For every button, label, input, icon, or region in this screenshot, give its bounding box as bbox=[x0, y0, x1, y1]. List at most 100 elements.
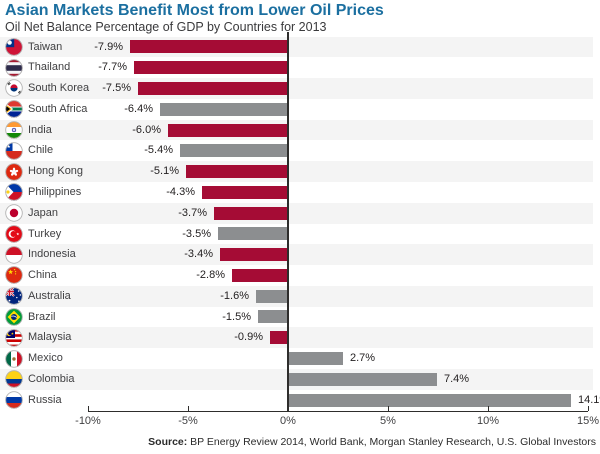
x-axis-tick-label: 0% bbox=[280, 414, 296, 427]
x-axis-tick bbox=[587, 405, 589, 411]
value-bar bbox=[289, 352, 343, 366]
value-bar bbox=[256, 289, 288, 303]
source-text: BP Energy Review 2014, World Bank, Morga… bbox=[187, 436, 596, 448]
taiwan-flag-icon bbox=[5, 38, 23, 61]
russia-flag-icon bbox=[5, 391, 23, 414]
country-row: Mexico 2.7% bbox=[0, 348, 593, 369]
country-label: Colombia bbox=[28, 372, 75, 385]
indonesia-flag-icon bbox=[5, 245, 23, 269]
country-label: Chile bbox=[28, 144, 54, 157]
country-row: Turkey -3.5% bbox=[0, 224, 593, 245]
value-label: -0.9% bbox=[234, 331, 263, 344]
value-label: 14.1% bbox=[578, 393, 600, 406]
chile-flag-icon bbox=[5, 142, 23, 165]
country-row: Hong Kong -5.1% bbox=[0, 161, 593, 182]
country-row: Malaysia -0.9% bbox=[0, 327, 593, 349]
value-bar bbox=[138, 81, 288, 95]
x-axis-tick-label: 5% bbox=[380, 414, 396, 427]
value-bar bbox=[160, 102, 288, 116]
country-row: Indonesia -3.4% bbox=[0, 244, 593, 266]
malaysia-flag-icon bbox=[5, 329, 23, 352]
value-label: -7.5% bbox=[102, 82, 131, 95]
source-label: Source: bbox=[148, 436, 188, 448]
value-label: -3.7% bbox=[178, 206, 207, 219]
value-label: -1.5% bbox=[222, 310, 251, 323]
south-korea-flag-icon bbox=[5, 79, 23, 102]
value-label: -3.4% bbox=[184, 248, 213, 261]
value-label: -2.8% bbox=[196, 269, 225, 282]
x-axis-line bbox=[88, 410, 588, 412]
country-row: South Africa -6.4% bbox=[0, 99, 593, 120]
value-label: -5.1% bbox=[150, 165, 179, 178]
country-label: Australia bbox=[28, 289, 71, 302]
country-row: Thailand -7.7% bbox=[0, 57, 593, 78]
x-axis-tick bbox=[87, 405, 89, 411]
country-label: Japan bbox=[28, 206, 58, 219]
country-label: Taiwan bbox=[28, 40, 63, 53]
value-label: -1.6% bbox=[220, 289, 249, 302]
value-bar bbox=[134, 61, 288, 75]
country-label: South Korea bbox=[28, 82, 90, 95]
value-label: -5.4% bbox=[144, 144, 173, 157]
mexico-flag-icon bbox=[5, 349, 23, 373]
value-label: -6.4% bbox=[124, 102, 153, 115]
value-label: -7.9% bbox=[94, 40, 123, 53]
value-bar bbox=[289, 372, 437, 386]
page-subtitle: Oil Net Balance Percentage of GDP by Cou… bbox=[5, 20, 327, 34]
colombia-flag-icon bbox=[5, 370, 23, 393]
x-axis-tick bbox=[287, 405, 289, 411]
value-bar bbox=[270, 331, 288, 345]
country-row: Australia -1.6% bbox=[0, 285, 593, 310]
hong-kong-flag-icon bbox=[5, 162, 23, 186]
brazil-flag-icon bbox=[5, 308, 23, 331]
country-row: Japan -3.7% bbox=[0, 202, 593, 227]
country-label: Russia bbox=[28, 393, 62, 406]
country-label: China bbox=[28, 269, 57, 282]
x-axis-tick-label: 15% bbox=[576, 414, 600, 427]
japan-flag-icon bbox=[5, 204, 23, 227]
value-bar bbox=[130, 40, 288, 54]
country-label: Hong Kong bbox=[28, 165, 84, 178]
country-row: China -2.8% bbox=[0, 265, 593, 286]
country-label: South Africa bbox=[28, 102, 88, 115]
value-bar bbox=[214, 206, 288, 220]
value-bar bbox=[289, 393, 571, 407]
country-row: Philippines -4.3% bbox=[0, 182, 593, 203]
value-label: 7.4% bbox=[444, 372, 470, 385]
x-axis-tick-label: -10% bbox=[75, 414, 101, 427]
zero-baseline bbox=[287, 32, 289, 411]
value-bar bbox=[186, 165, 288, 179]
value-label: -6.0% bbox=[132, 123, 161, 136]
country-row: Taiwan -7.9% bbox=[0, 36, 593, 61]
value-label: 2.7% bbox=[350, 352, 376, 365]
country-label: Mexico bbox=[28, 352, 63, 365]
country-row: Russia 14.1% bbox=[0, 390, 600, 414]
source-note: Source: BP Energy Review 2014, World Ban… bbox=[148, 436, 596, 448]
x-axis-tick-label: -5% bbox=[178, 414, 198, 427]
page-title: Asian Markets Benefit Most from Lower Oi… bbox=[5, 2, 384, 19]
value-bar bbox=[202, 185, 288, 199]
value-bar bbox=[168, 123, 288, 137]
country-label: Philippines bbox=[28, 186, 82, 198]
value-label: -4.3% bbox=[166, 186, 195, 198]
country-row: India -6.0% bbox=[0, 119, 593, 144]
country-label: Turkey bbox=[28, 227, 62, 240]
country-label: Malaysia bbox=[28, 331, 72, 344]
x-axis-tick bbox=[187, 405, 189, 411]
country-label: Thailand bbox=[28, 61, 71, 74]
value-label: -7.7% bbox=[98, 61, 127, 74]
x-axis-tick bbox=[387, 405, 389, 411]
x-axis-tick-label: 10% bbox=[476, 414, 500, 427]
india-flag-icon bbox=[5, 121, 23, 144]
country-row: Chile -5.4% bbox=[0, 140, 593, 161]
country-label: Indonesia bbox=[28, 248, 76, 261]
value-bar bbox=[232, 268, 288, 282]
turkey-flag-icon bbox=[5, 225, 23, 248]
philippines-flag-icon bbox=[5, 183, 23, 206]
value-bar bbox=[258, 310, 288, 324]
country-label: Brazil bbox=[28, 310, 56, 323]
south-africa-flag-icon bbox=[5, 100, 23, 123]
australia-flag-icon bbox=[5, 287, 23, 310]
